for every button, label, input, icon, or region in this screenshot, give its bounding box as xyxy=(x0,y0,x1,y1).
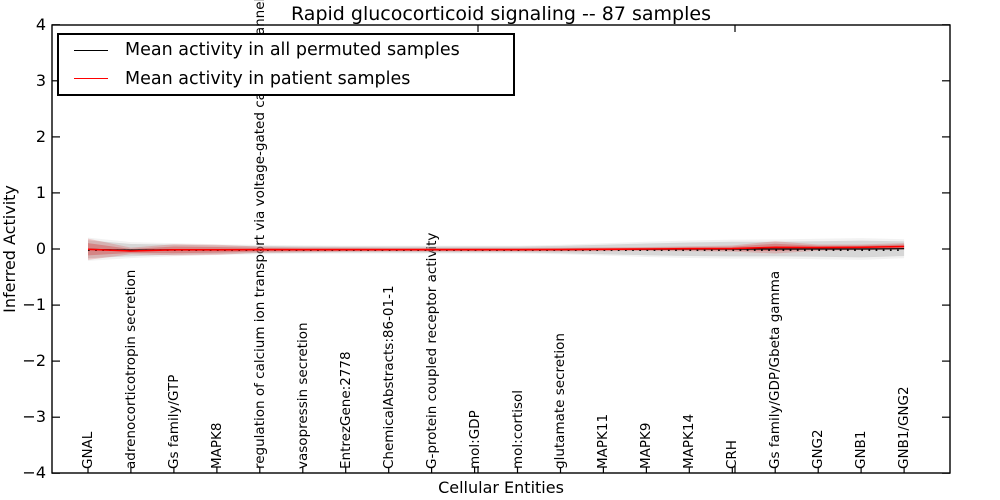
y-tick-label: 4 xyxy=(35,14,46,34)
legend-line-black xyxy=(74,49,108,51)
y-axis-label: Inferred Activity xyxy=(0,185,19,313)
y-tick-label: 2 xyxy=(35,126,46,146)
y-tick-label: 1 xyxy=(35,182,46,202)
y-tick-label: 0 xyxy=(35,239,46,258)
legend-entry-patient: Mean activity in patient samples xyxy=(59,66,513,92)
axis-ticks xyxy=(52,24,950,474)
x-axis-label: Cellular Entities xyxy=(438,478,564,497)
y-tick-label: −3 xyxy=(22,407,46,427)
legend-entry-permuted: Mean activity in all permuted samples xyxy=(59,37,513,63)
legend-label: Mean activity in patient samples xyxy=(125,68,411,89)
legend-line-red xyxy=(74,78,108,80)
y-tick-label: 3 xyxy=(35,70,46,90)
legend: Mean activity in all permuted samples Me… xyxy=(57,33,515,96)
y-tick-label: −1 xyxy=(22,295,46,315)
y-tick-label: −2 xyxy=(22,351,46,371)
y-tick-label: −4 xyxy=(22,463,46,483)
patient-mean-line xyxy=(87,245,905,252)
plot-title: Rapid glucocorticoid signaling -- 87 sam… xyxy=(291,3,711,25)
legend-label: Mean activity in all permuted samples xyxy=(125,40,460,61)
